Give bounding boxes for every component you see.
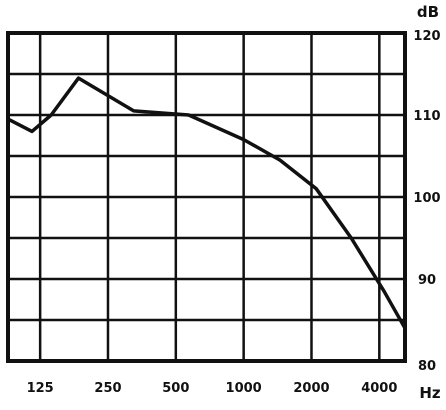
- y-tick-label: 90: [418, 273, 436, 288]
- x-tick-label: 250: [94, 381, 121, 396]
- y-tick-label: 100: [413, 191, 440, 206]
- x-tick-label: 2000: [293, 381, 329, 396]
- y-tick-label: 110: [413, 109, 440, 124]
- x-axis-label: Hz: [419, 384, 441, 402]
- x-tick-label: 500: [162, 381, 189, 396]
- y-tick-label: 80: [418, 359, 436, 374]
- x-tick-label: 4000: [361, 381, 397, 396]
- y-tick-label: 120: [413, 29, 440, 44]
- plot-frame: [6, 31, 407, 363]
- series-line: [6, 76, 407, 330]
- x-tick-label: 125: [27, 381, 54, 396]
- tick-labels: 125 250 500 1000 2000 4000 80 90 100 110 120: [27, 29, 441, 396]
- grid: [8, 33, 405, 361]
- x-tick-label: 1000: [226, 381, 262, 396]
- y-axis-label: dB: [417, 3, 439, 21]
- series-layer: [6, 76, 407, 330]
